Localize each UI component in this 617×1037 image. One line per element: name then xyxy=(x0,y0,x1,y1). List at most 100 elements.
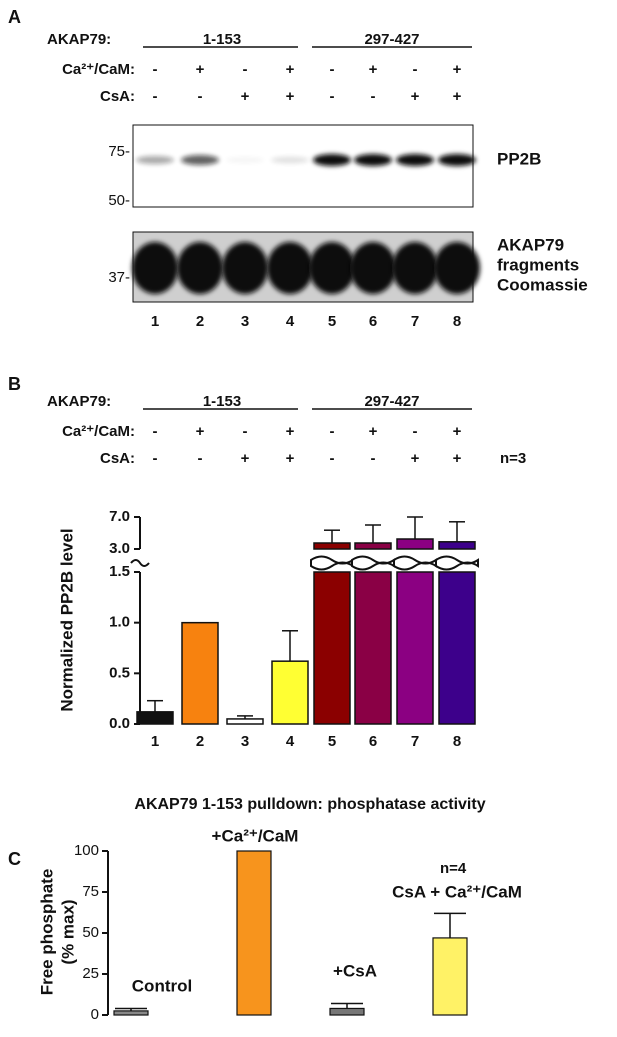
bar xyxy=(226,718,264,725)
bar-lower xyxy=(313,571,351,725)
x-tick-label: 8 xyxy=(453,733,461,750)
y-tick-label: 75 xyxy=(82,883,99,900)
bar xyxy=(271,660,309,725)
treatment-sign: - xyxy=(330,450,335,467)
band-label: PP2B xyxy=(497,149,541,168)
pp2b-band xyxy=(136,155,174,165)
pp2b-band xyxy=(438,154,476,166)
lane-number: 2 xyxy=(196,313,204,330)
pp2b-band xyxy=(354,154,392,166)
x-tick-label: 3 xyxy=(241,733,249,750)
treatment-sign: + xyxy=(411,88,420,105)
coomassie-band xyxy=(267,242,313,294)
lane-number: 6 xyxy=(369,313,377,330)
stain-label: AKAP79 xyxy=(497,235,564,254)
pp2b-band xyxy=(226,156,264,164)
stain-label: fragments xyxy=(497,255,579,274)
mw-marker: 50- xyxy=(108,192,130,209)
group-label: 297-427 xyxy=(364,31,419,48)
treatment-sign: - xyxy=(330,423,335,440)
pp2b-band xyxy=(181,155,219,165)
bar-upper xyxy=(313,542,351,550)
coomassie-band xyxy=(350,242,396,294)
coomassie-band xyxy=(309,242,355,294)
stain-label: Coomassie xyxy=(497,275,588,294)
treatment-sign: + xyxy=(453,88,462,105)
treatment-sign: + xyxy=(241,450,250,467)
coomassie-band xyxy=(222,242,268,294)
x-tick-label: 6 xyxy=(369,733,377,750)
pp2b-band xyxy=(396,154,434,166)
row-label: AKAP79: xyxy=(47,31,111,48)
bar-break xyxy=(393,555,437,571)
treatment-sign: + xyxy=(453,61,462,78)
treatment-sign: - xyxy=(413,423,418,440)
x-tick-label: 4 xyxy=(286,733,295,750)
coomassie-band xyxy=(177,242,223,294)
row-label: CsA: xyxy=(100,450,135,467)
pp2b-band xyxy=(313,154,351,166)
treatment-sign: - xyxy=(330,61,335,78)
axis-break xyxy=(130,559,150,567)
lane-number: 1 xyxy=(151,313,159,330)
y-tick-label: 50 xyxy=(82,924,99,941)
bar xyxy=(236,850,272,1016)
coomassie-band xyxy=(132,242,178,294)
treatment-sign: + xyxy=(196,61,205,78)
x-tick-label: 2 xyxy=(196,733,204,750)
treatment-sign: - xyxy=(243,423,248,440)
y-tick-label: 100 xyxy=(74,842,99,859)
blot-bands xyxy=(132,154,480,294)
y-tick-label: 0.5 xyxy=(109,664,130,681)
note: n=4 xyxy=(440,860,467,877)
treatment-sign: - xyxy=(153,450,158,467)
treatment-sign: - xyxy=(198,88,203,105)
treatment-sign: - xyxy=(243,61,248,78)
y-tick-label: 1.0 xyxy=(109,614,130,631)
treatment-sign: + xyxy=(286,61,295,78)
bar-upper xyxy=(354,542,392,550)
bar xyxy=(113,1010,149,1016)
x-tick-label: 7 xyxy=(411,733,419,750)
treatment-sign: - xyxy=(371,88,376,105)
bar-lower xyxy=(396,571,434,725)
treatment-sign: - xyxy=(371,450,376,467)
y-axis-label: Free phosphate xyxy=(37,869,56,996)
treatment-sign: - xyxy=(153,423,158,440)
bar-upper xyxy=(396,538,434,550)
treatment-sign: + xyxy=(453,423,462,440)
group-label: 297-427 xyxy=(364,393,419,410)
treatment-sign: + xyxy=(369,61,378,78)
bar-label: Control xyxy=(132,976,192,995)
bar-upper xyxy=(438,541,476,550)
x-tick-label: 1 xyxy=(151,733,159,750)
bar xyxy=(136,711,174,725)
mw-marker: 37- xyxy=(108,269,130,286)
y-tick-label: 0 xyxy=(91,1006,99,1023)
panel-label: C xyxy=(8,849,21,869)
lane-number: 5 xyxy=(328,313,336,330)
y-tick-label: 3.0 xyxy=(109,540,130,557)
treatment-sign: + xyxy=(411,450,420,467)
bar-break xyxy=(351,555,395,571)
treatment-sign: - xyxy=(413,61,418,78)
bar xyxy=(181,621,219,725)
treatment-sign: + xyxy=(286,450,295,467)
coomassie-band xyxy=(392,242,438,294)
treatment-sign: + xyxy=(369,423,378,440)
treatment-sign: + xyxy=(286,423,295,440)
row-label: CsA: xyxy=(100,88,135,105)
bar-label: +Ca²⁺/CaM xyxy=(212,826,299,845)
treatment-sign: - xyxy=(153,88,158,105)
lane-number: 7 xyxy=(411,313,419,330)
bar-label: CsA + Ca²⁺/CaM xyxy=(392,882,522,901)
y-axis-label: (% max) xyxy=(58,899,77,964)
blot-frame xyxy=(132,124,474,208)
y-tick-label: 0.0 xyxy=(109,715,130,732)
bar-lower xyxy=(438,571,476,725)
treatment-sign: + xyxy=(286,88,295,105)
lane-number: 3 xyxy=(241,313,249,330)
row-label: AKAP79: xyxy=(47,393,111,410)
lane-number: 8 xyxy=(453,313,461,330)
